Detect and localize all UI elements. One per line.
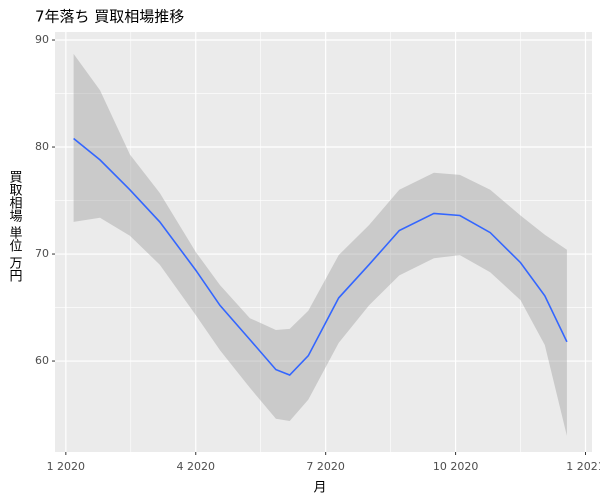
panel — [55, 32, 592, 452]
y-tick-label: 80 — [35, 140, 49, 153]
x-tick-label: 1 2020 — [47, 460, 86, 473]
y-axis-label: 買取相場 単位 万円 — [7, 170, 23, 283]
x-tick-label: 1 2021 — [566, 460, 600, 473]
x-axis-label: 月 — [313, 481, 326, 496]
y-tick-label: 60 — [35, 354, 49, 367]
y-tick-label: 70 — [35, 247, 49, 260]
x-tick-label: 4 2020 — [176, 460, 215, 473]
trend-line — [73, 137, 568, 376]
confidence-band — [73, 53, 567, 436]
y-tick-label: 90 — [35, 33, 49, 46]
chart-title: 7年落ち 買取相場推移 — [35, 8, 184, 26]
x-tick-label: 10 2020 — [433, 460, 479, 473]
x-tick-label: 7 2020 — [306, 460, 345, 473]
